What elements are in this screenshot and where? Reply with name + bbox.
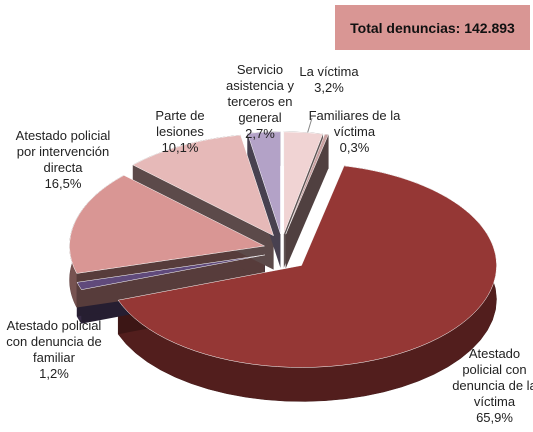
slice (285, 133, 329, 235)
category-name: Atestado policial con denuncia de la víc… (452, 346, 533, 409)
value-label: 3,2% (314, 80, 344, 95)
slice-tops (69, 131, 497, 368)
slice-label: Atestado policial con denuncia de famili… (4, 318, 104, 382)
value-label: 2,7% (245, 126, 275, 141)
value-label: 0,3% (339, 140, 370, 155)
slice-label: Servicio asistencia y terceros en genera… (215, 62, 305, 142)
category-name: Familiares de la víctima (308, 108, 401, 139)
category-name: Atestado policial con denuncia de famili… (6, 318, 102, 365)
category-name: Atestado policial por intervención direc… (15, 128, 111, 175)
value-label: 1,2% (39, 366, 69, 381)
slice-cut (285, 134, 329, 269)
category-name: Parte de lesiones (155, 108, 205, 139)
slice-label: Atestado policial por intervención direc… (8, 128, 118, 192)
slice (117, 165, 497, 368)
slice-label: Atestado policial con denuncia de la víc… (452, 346, 533, 426)
slice (76, 254, 265, 290)
category-name: Servicio asistencia y terceros en genera… (226, 62, 294, 125)
category-name: La víctima (299, 64, 359, 79)
value-label: 65,9% (476, 410, 513, 425)
slice (132, 134, 274, 237)
slice-label: La víctima 3,2% (290, 64, 368, 96)
slice (283, 131, 324, 234)
value-label: 16,5% (44, 176, 82, 191)
total-box: Total denuncias: 142.893 (335, 5, 530, 50)
slice-cut (76, 246, 265, 308)
slice-label: Familiares de la víctima 0,3% (302, 108, 407, 156)
slice-label: Parte de lesiones 10,1% (140, 108, 220, 156)
value-label: 10,1% (161, 140, 199, 155)
slice (247, 131, 281, 234)
slice (69, 175, 266, 274)
